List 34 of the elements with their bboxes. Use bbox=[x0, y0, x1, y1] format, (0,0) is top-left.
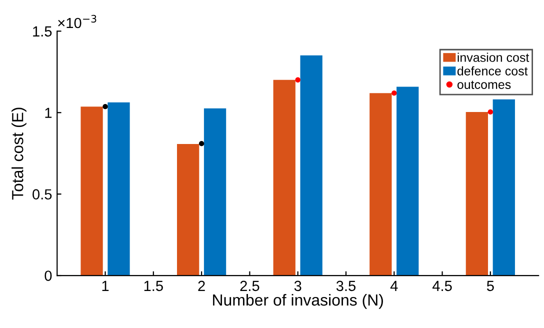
y-tick-label: 0.5 bbox=[32, 189, 52, 200]
point bbox=[198, 140, 204, 146]
x-tick-label: 4 bbox=[390, 280, 398, 291]
x-axis-title: Number of invasions (N) bbox=[213, 294, 383, 309]
legend-label: outcomes bbox=[457, 80, 511, 89]
bar bbox=[396, 86, 419, 276]
point bbox=[295, 77, 300, 82]
point bbox=[488, 109, 494, 115]
x-tick-label: 1.5 bbox=[144, 280, 163, 292]
y-tick-label: 1.5 bbox=[33, 26, 52, 37]
x-tick-label: 4.5 bbox=[432, 280, 452, 292]
bar bbox=[466, 112, 488, 276]
x-tick-label: 3.5 bbox=[336, 280, 356, 292]
bar bbox=[204, 108, 226, 276]
bar bbox=[273, 80, 296, 276]
bar bbox=[370, 93, 392, 276]
bar bbox=[300, 55, 322, 276]
x-tick-label: 2.5 bbox=[240, 280, 260, 292]
y-axis-title: Total cost (E) bbox=[12, 108, 26, 200]
text: ×10$^{−3}$ bbox=[58, 14, 96, 28]
legend-label: defence cost bbox=[457, 66, 528, 76]
y-tick-label: 0 bbox=[44, 270, 52, 281]
bar bbox=[80, 106, 103, 276]
y-tick-label: 1 bbox=[45, 108, 52, 118]
x-tick-label: 5 bbox=[486, 280, 494, 292]
point bbox=[102, 104, 108, 110]
x-tick-label: 1 bbox=[102, 280, 109, 291]
x-tick-label: 2 bbox=[198, 280, 205, 291]
point bbox=[392, 90, 397, 96]
bar bbox=[177, 144, 200, 276]
legend-label: invasion cost bbox=[458, 52, 530, 62]
bar bbox=[492, 99, 515, 276]
bar bbox=[108, 102, 130, 276]
x-tick-label: 3 bbox=[294, 280, 302, 292]
